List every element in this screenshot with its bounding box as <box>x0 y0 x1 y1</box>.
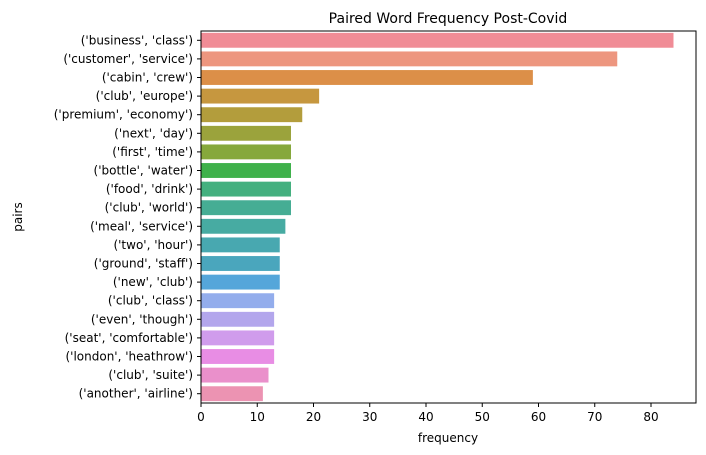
y-tick-label: ('new', 'club') <box>113 275 193 289</box>
y-tick-label: ('club', 'class') <box>108 294 193 308</box>
x-tick-label: 40 <box>418 410 433 424</box>
y-tick-label: ('even', 'though') <box>91 312 193 326</box>
y-tick-label: ('club', 'world') <box>105 201 193 215</box>
x-tick-label: 80 <box>643 410 658 424</box>
bar <box>201 200 291 216</box>
x-axis-label: frequency <box>418 431 478 445</box>
bar <box>201 237 280 253</box>
y-tick-label: ('next', 'day') <box>114 126 193 140</box>
bar <box>201 274 280 290</box>
x-tick-label: 20 <box>306 410 321 424</box>
y-tick-label: ('meal', 'service') <box>90 219 193 233</box>
bar <box>201 256 280 271</box>
bar <box>201 70 533 85</box>
y-axis-ticks: ('business', 'class') ('customer', 'servi… <box>54 33 201 401</box>
x-axis-ticks: 0 10 20 30 40 50 60 70 80 <box>197 403 659 424</box>
y-tick-label: ('business', 'class') <box>81 33 193 47</box>
bar <box>201 311 275 327</box>
y-tick-label: ('two', 'hour') <box>113 238 193 252</box>
bar <box>201 218 286 234</box>
y-tick-label: ('club', 'suite') <box>108 368 193 382</box>
y-tick-label: ('premium', 'economy') <box>54 108 193 122</box>
bar <box>201 125 291 141</box>
x-tick-label: 70 <box>587 410 602 424</box>
bar <box>201 163 291 178</box>
bar <box>201 51 618 67</box>
bar <box>201 32 674 48</box>
bar <box>201 181 291 197</box>
plot-frame <box>200 30 697 404</box>
bar <box>201 330 275 346</box>
bar <box>201 367 269 383</box>
x-tick-label: 0 <box>197 410 205 424</box>
bars-group <box>201 32 674 402</box>
y-axis-label: pairs <box>11 202 25 232</box>
y-tick-label: ('ground', 'staff') <box>94 257 193 271</box>
bar <box>201 88 320 104</box>
y-tick-label: ('bottle', 'water') <box>94 164 193 178</box>
y-tick-label: ('seat', 'comfortable') <box>65 331 193 345</box>
x-tick-label: 30 <box>362 410 377 424</box>
bar <box>201 107 303 123</box>
bar <box>201 349 275 364</box>
x-tick-label: 50 <box>475 410 490 424</box>
y-tick-label: ('first', 'time') <box>112 145 193 159</box>
y-tick-label: ('food', 'drink') <box>106 182 193 196</box>
bar <box>201 386 263 402</box>
bar <box>201 144 291 160</box>
y-tick-label: ('cabin', 'crew') <box>102 71 193 85</box>
chart-title: Paired Word Frequency Post-Covid <box>329 11 568 27</box>
y-tick-label: ('club', 'europe') <box>96 89 193 103</box>
bar <box>201 293 275 309</box>
y-tick-label: ('another', 'airline') <box>79 387 193 401</box>
x-tick-label: 10 <box>250 410 265 424</box>
y-tick-label: ('customer', 'service') <box>63 52 193 66</box>
x-tick-label: 60 <box>531 410 546 424</box>
y-tick-label: ('london', 'heathrow') <box>65 350 193 364</box>
